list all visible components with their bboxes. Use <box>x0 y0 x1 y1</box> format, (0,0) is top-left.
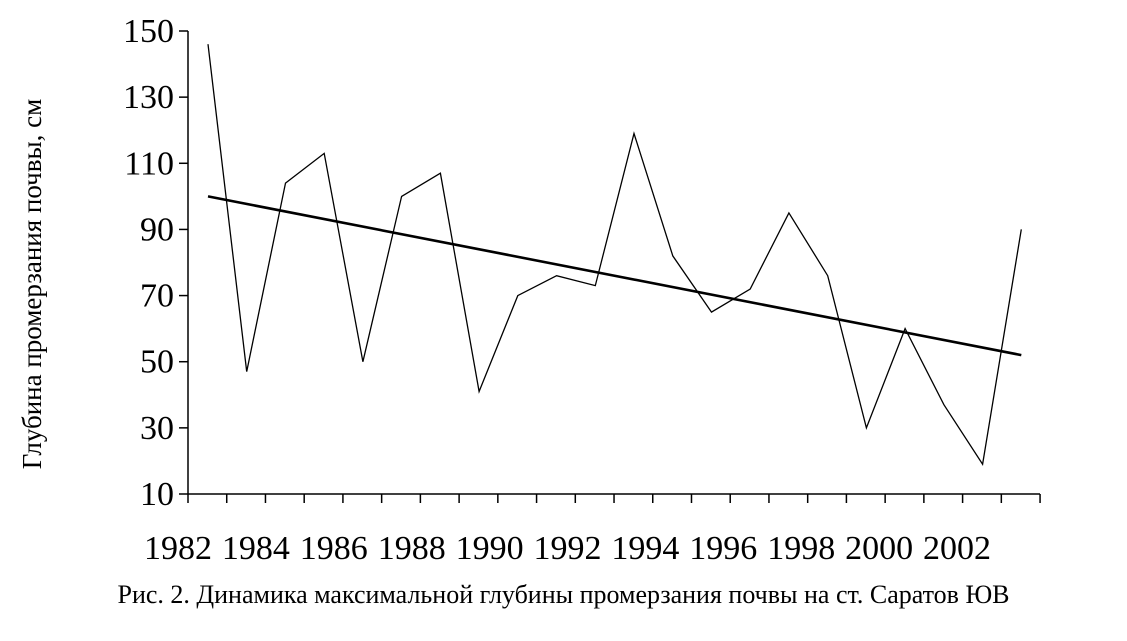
y-axis-ticks: 10 30 50 70 90 110 130 150 <box>123 13 188 513</box>
y-tick-label: 10 <box>140 476 174 513</box>
x-tick-label: 2002 <box>923 530 991 567</box>
x-tick-label: 1988 <box>378 530 446 567</box>
y-tick-label: 150 <box>123 13 174 50</box>
figure-caption: Рис. 2. Динамика максимальной глубины пр… <box>117 580 1010 609</box>
y-tick-label: 110 <box>124 145 174 182</box>
chart: 10 30 50 70 90 110 130 150 1982 1984 1986 1988 1990… <box>17 13 1041 567</box>
x-tick-label: 1986 <box>300 530 368 567</box>
y-tick-label: 50 <box>140 344 174 381</box>
x-tick-label: 1992 <box>534 530 602 567</box>
series-line <box>207 44 1022 466</box>
trend-line <box>207 195 1022 357</box>
y-tick-label: 70 <box>140 278 174 315</box>
y-axis-label: Глубина промерзания почвы, см <box>17 99 47 469</box>
y-tick-label: 90 <box>140 211 174 248</box>
y-tick-label: 130 <box>123 79 174 116</box>
axes <box>187 31 1040 495</box>
x-tick-label: 1998 <box>767 530 835 567</box>
x-tick-label: 1996 <box>689 530 757 567</box>
x-tick-label: 1982 <box>144 530 212 567</box>
series-layer <box>207 44 1022 466</box>
x-tick-label: 1984 <box>222 530 290 567</box>
x-tick-label: 1990 <box>456 530 524 567</box>
x-axis-ticks: 1982 1984 1986 1988 1990 1992 1994 1996 1998 2000… <box>144 494 1041 567</box>
y-tick-label: 30 <box>140 410 174 447</box>
x-tick-label: 2000 <box>845 530 913 567</box>
x-tick-label: 1994 <box>611 530 679 567</box>
